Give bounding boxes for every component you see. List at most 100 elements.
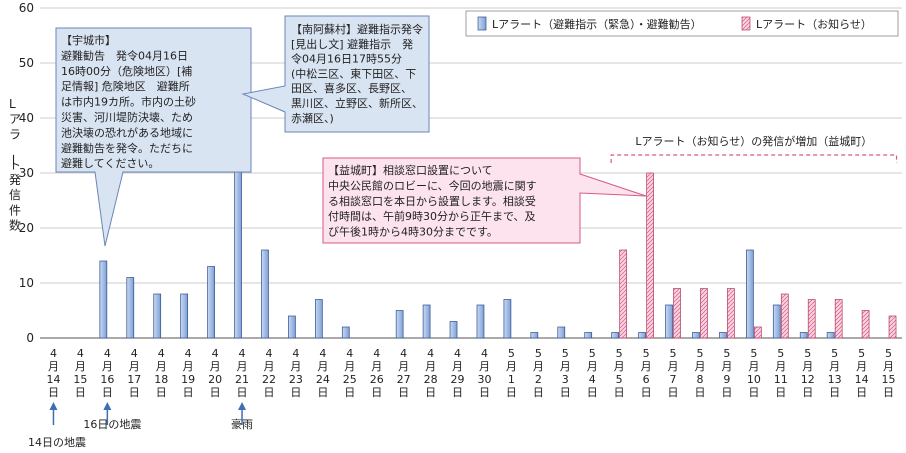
bar-evacuation [395,310,404,339]
x-tick-label: 4 月 16 日 [100,347,114,399]
x-tick-label: 4 月 28 日 [424,347,438,399]
y-tick-label: 30 [19,166,34,180]
callout-uki-line: 避難してください。 [61,156,159,170]
bar-evacuation [341,326,350,339]
bar-evacuation [584,332,593,339]
bar-evacuation [692,332,700,339]
legend-box [465,10,899,37]
event-arrowhead [103,402,112,410]
bar-evacuation [99,260,108,339]
bar-evacuation [288,315,296,339]
bar-evacuation [826,332,835,339]
y-tick-label: 20 [19,221,34,235]
bar-notice [861,310,870,339]
callout-uki-line: 16時00分（危険地区）[補 [61,65,192,78]
legend-label-notice: Lアラート（お知らせ） [756,17,872,31]
x-tick-label: 4 月 30 日 [477,347,491,399]
x-tick-label: 4 月 15 日 [73,347,87,399]
event-label-16: 16日の地震 [83,418,141,431]
bar-evacuation [503,299,512,339]
bar-notice [753,326,762,339]
bar-notice [727,288,735,339]
callout-uki-line: 避難勧告を発令。ただちに [61,141,193,155]
callout-minamiaso-line: 黒川区、立野区、新所区、 [291,96,423,110]
y-tick-label: 50 [19,56,34,70]
x-tick-label: 4 月 22 日 [262,347,276,399]
bar-evacuation [449,321,458,339]
callout-uki-line: 災害、河川堤防決壊、ため [61,110,193,124]
bar-evacuation [207,266,215,339]
callout-minamiaso-line: 赤瀬区、) [291,111,334,125]
x-tick-label: 4 月 27 日 [397,347,411,399]
x-tick-label: 4 月 14 日 [46,347,60,399]
bar-evacuation [126,277,135,339]
event-arrowhead [49,402,58,410]
bar-evacuation [261,249,269,339]
x-tick-label: 4 月 17 日 [127,347,141,399]
bar-notice [700,288,708,339]
legend-label-evacuation: Lアラート（避難指示（緊急）・避難勧告） [492,17,702,31]
bar-evacuation [611,332,620,339]
bar-evacuation [314,299,323,339]
legend: Lアラート（避難指示（緊急）・避難勧告） Lアラート（お知らせ） [465,10,899,37]
x-tick-label: 4 月 23 日 [289,347,303,399]
callout-uki-line: 池決壊の恐れがある地域に [61,125,193,139]
x-tick-label: 4 月 29 日 [451,347,465,399]
x-tick-label: 5 月 11 日 [774,347,788,399]
x-tick-label: 4 月 24 日 [316,347,330,399]
annotation-layer: 14日の地震 16日の地震 豪雨 【宇城市】避難勧告 発令04月16日 16時00分（危… [28,15,898,449]
callout-minamiaso-line: (中松三区、東下田区、下 [291,66,416,80]
bar-notice [619,249,628,339]
bar-evacuation [719,332,727,339]
callout-uki-box [55,27,252,247]
callout-mashiki-line: 付時間は、午前9時30分から正午まで、及 [328,209,536,223]
callout-mashiki-line: び午後1時から4時30分までです。 [328,225,498,239]
callout-mashiki-line: 中央公民館のロビーに、今回の地震に関す [328,178,537,192]
y-tick-label: 10 [19,276,34,290]
bar-notice [780,293,789,339]
callout-minamiaso-line: [見出し文] 避難指示 発 [291,37,413,51]
callout-minamiaso-line: 田区、喜多区、長野区、 [291,81,412,95]
bar-evacuation [153,293,162,339]
callout-minamiaso-box [241,15,430,133]
bar-evacuation [665,304,673,339]
callout-uki-line: 避難勧告 発令04月16日 [61,48,188,62]
y-axis-label: L アラート発信件数 [6,97,21,233]
x-tick-label: 4 月 25 日 [343,347,357,399]
callout-mashiki-line: る相談窓口を本日から設置します。相談受 [328,194,536,208]
bar-notice [834,299,843,339]
x-tick-label: 5 月 12 日 [801,347,815,399]
callout-uki-line: 【宇城市】 [61,33,116,47]
callout-mashiki: 【益城町】相談窓口設置について中央公民館のロビーに、今回の地震に関する相談窓口を… [322,157,647,244]
callout-uki-line: 足情報] 危険地区 避難所 [61,79,190,93]
bar-evacuation [557,326,566,339]
bar-evacuation [180,293,189,339]
y-tick-label: 60 [19,1,34,15]
callout-mashiki-line: 【益城町】相談窓口設置について [328,163,493,177]
x-tick-label: 4 月 18 日 [154,347,168,399]
x-tick-label: 4 月 19 日 [181,347,195,399]
bar-evacuation [530,332,539,339]
legend-swatch-notice [741,16,751,31]
bar-evacuation [745,249,754,339]
bar-notice [673,288,681,339]
x-tick-label: 4 月 21 日 [235,347,249,399]
x-tick-label: 4 月 26 日 [370,347,384,399]
bar-evacuation [799,332,808,339]
x-tick-label: 5 月 10 日 [747,347,761,399]
x-tick-label: 5 月 14 日 [855,347,869,399]
bar-evacuation [422,304,431,339]
event-arrowhead [238,402,247,410]
legend-swatch-evacuation [477,16,487,31]
callout-uki-line: は市内19カ所。市内の土砂 [61,95,196,109]
y-tick-label: 40 [19,111,34,125]
